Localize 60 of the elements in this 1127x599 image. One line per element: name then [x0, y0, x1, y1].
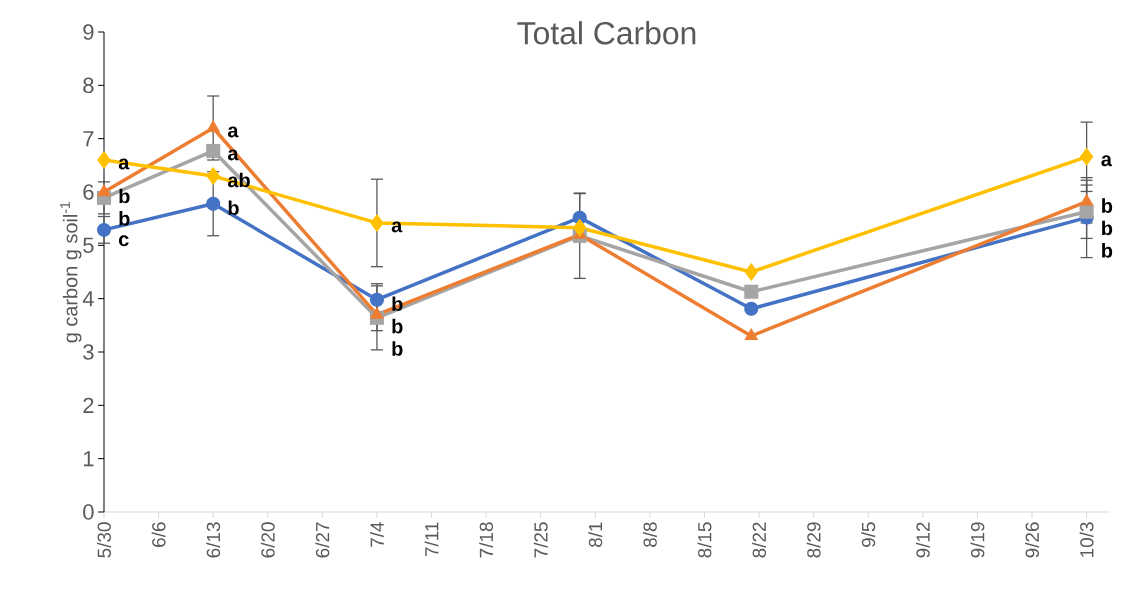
- annotation: a: [227, 126, 239, 138]
- y-tick-label: 5: [83, 237, 94, 253]
- point: [97, 150, 111, 170]
- x-tick-label: 6/13: [206, 522, 221, 558]
- annotation: b: [119, 211, 130, 226]
- annotation: b: [392, 318, 403, 334]
- point: [1079, 193, 1094, 206]
- x-tick-label: 10/3: [1079, 522, 1094, 557]
- x-tick-label: 7/18: [479, 522, 494, 558]
- annotation: b: [1102, 243, 1113, 258]
- x-tick-label: 9/26: [1025, 522, 1039, 558]
- x-tick-label: 7/25: [533, 522, 548, 558]
- x-tick-label: 6/20: [260, 522, 275, 558]
- point: [572, 218, 587, 237]
- point: [1079, 204, 1094, 219]
- point: [1079, 147, 1094, 166]
- x-tick-label: 8/15: [697, 522, 712, 558]
- y-tick-label: 8: [83, 77, 94, 94]
- x-tick-label: 7/4: [369, 522, 384, 547]
- point: [744, 284, 759, 299]
- x-tick-label: 5/30: [97, 522, 111, 558]
- annotation: b: [119, 188, 130, 204]
- x-tick-label: 8/1: [588, 522, 603, 548]
- annotation: c: [118, 235, 129, 247]
- y-tick-label: 4: [82, 291, 94, 307]
- x-tick-label: 6/6: [151, 522, 166, 547]
- x-tick-label: 8/8: [642, 522, 657, 548]
- y-tick-label: 2: [83, 397, 94, 413]
- point: [97, 183, 111, 197]
- point: [744, 327, 759, 341]
- point: [744, 262, 759, 282]
- annotation: a: [1101, 155, 1113, 167]
- point: [369, 292, 384, 307]
- x-tick-label: 8/22: [752, 522, 767, 558]
- y-tick-label: 3: [83, 344, 94, 360]
- x-tick-label: 7/11: [424, 522, 439, 556]
- point: [370, 213, 384, 232]
- x-tick-label: 9/5: [861, 522, 876, 547]
- annotation: b: [228, 200, 239, 216]
- chart-title: Total Carbon: [517, 21, 696, 45]
- x-tick-label: 8/29: [806, 522, 821, 558]
- y-tick-label: 1: [83, 451, 94, 467]
- point: [206, 143, 221, 158]
- y-tick-label: 7: [83, 131, 94, 147]
- x-tick-label: 9/12: [915, 522, 930, 558]
- y-axis-title: g carbon g soil$^{-1}$: [60, 201, 82, 343]
- point: [369, 306, 384, 319]
- point: [744, 301, 759, 316]
- x-tick-label: 9/19: [970, 522, 985, 558]
- point: [96, 222, 112, 237]
- point: [206, 119, 221, 133]
- y-tick-label: 6: [83, 184, 94, 200]
- annotation: b: [1102, 220, 1113, 236]
- y-tick-label: 0: [83, 504, 94, 520]
- x-tick-label: 6/27: [315, 522, 330, 558]
- point: [206, 166, 220, 186]
- y-tick-label: 9: [83, 24, 94, 40]
- annotation: b: [1102, 198, 1113, 213]
- point: [206, 196, 221, 211]
- annotation: b: [392, 341, 403, 356]
